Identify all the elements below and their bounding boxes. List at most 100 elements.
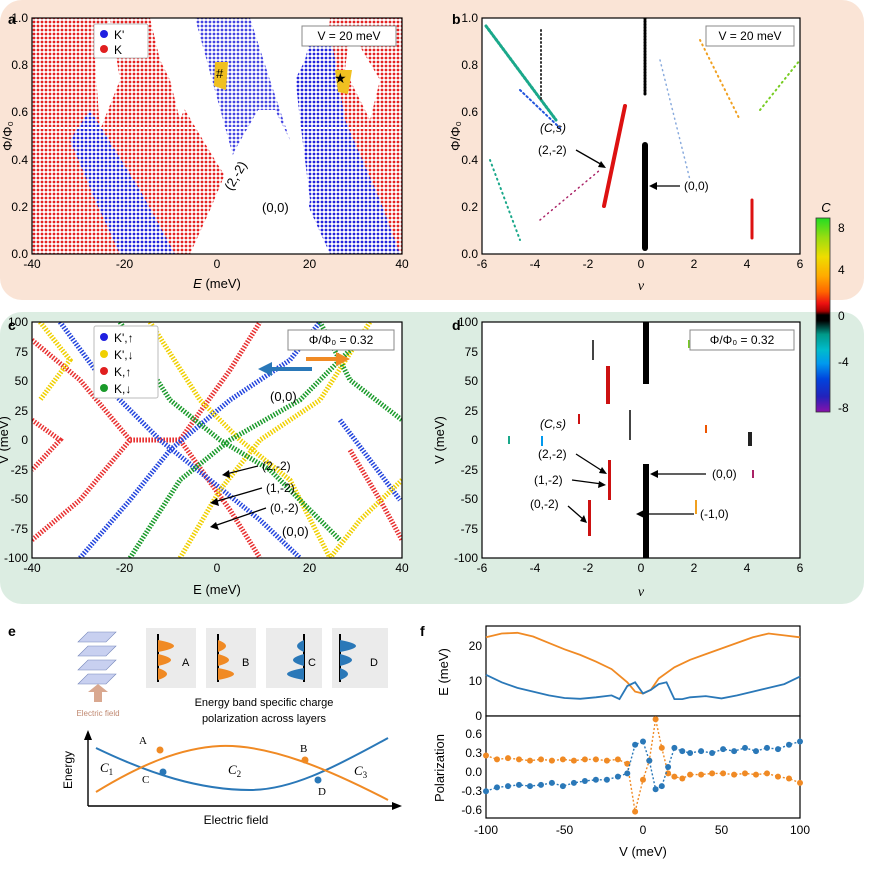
polarization-point: [665, 770, 672, 777]
panel-b-line-lightblue: [659, 59, 691, 181]
panel-d: d Φ/Φ₀ = 0.32 (C,s) (2,-2) (1,-2) (0,-2): [432, 315, 804, 600]
panel-d-arrowhead-0-2: [580, 515, 587, 523]
panel-b-inset-text: V = 20 meV: [718, 29, 781, 43]
panel-c-ytick-2: 50: [15, 374, 29, 388]
panel-c-orange-arrowhead: [336, 352, 350, 366]
panel-b-ytick-1: 0.2: [461, 200, 478, 214]
panel-d-inset-box: [689, 329, 795, 351]
polarization-point: [709, 750, 716, 756]
panel-c-xlabel: E (meV): [193, 582, 241, 597]
panel-a-legend-k: K: [114, 43, 122, 57]
panel-b-label-0-0: (0,0): [684, 179, 709, 193]
polarization-point: [646, 757, 653, 764]
polarization-point: [548, 757, 555, 764]
panel-a-yticks: 0.0 0.2 0.4 0.6 0.8 1.0: [11, 11, 28, 261]
panel-d-black-bar-top: [643, 322, 649, 384]
panel-b-xtick-0: -6: [477, 257, 488, 271]
panel-b-arrowhead-2-2: [598, 161, 606, 168]
panel-b-arrow-2-2: [575, 149, 605, 167]
panel-f-xtick-1: -50: [556, 823, 574, 837]
panel-b-line-blue: [519, 89, 561, 129]
panel-d-xtick-5: 4: [744, 561, 751, 575]
panel-d-dot-orangered: [705, 425, 707, 433]
panel-a-ytick-3: 0.6: [11, 105, 28, 119]
point-a: [156, 746, 164, 754]
panel-b-wannier-lines: [484, 18, 800, 251]
panel-f-top-frame: [485, 625, 801, 717]
panel-c-xtick-1: -20: [116, 561, 134, 575]
panel-c-band-yellow-3: [38, 322, 74, 402]
panel-c-band-yellow-4: [328, 478, 402, 558]
panel-d-arrows: [567, 453, 706, 521]
panel-c-label-2-2: (2,-2): [262, 459, 291, 473]
panel-a-legend-marker-kprime: [100, 30, 108, 38]
polarization-point: [658, 783, 665, 790]
panel-d-label-2-2: (2,-2): [538, 447, 567, 461]
colorbar-ticks: 8 4 0 -4 -8: [838, 221, 849, 415]
panel-d-label-cs: (C,s): [540, 417, 566, 431]
panel-a-xlabel: E (meV): [193, 276, 241, 291]
panel-a-xticks: -40 -20 0 20 40: [23, 257, 409, 271]
polarization-point: [709, 770, 716, 777]
panel-a-xtick-1: -20: [116, 257, 134, 271]
panel-d-ylabel: V (meV): [432, 416, 447, 464]
panel-b-ylabel: Φ/Φ₀: [448, 121, 463, 151]
panel-a-legend-marker-k: [100, 45, 108, 53]
polarization-point: [527, 783, 533, 790]
polarization-point: [640, 776, 646, 783]
panel-c-arrow-1-2: [213, 487, 263, 503]
panel-f-top-ytick-1: 10: [469, 674, 483, 688]
diagram-label-b: B: [300, 743, 307, 755]
panel-d-xtick-6: 6: [797, 561, 804, 575]
panel-d-red-streak-3: [588, 500, 591, 536]
panel-d-ytick-1: 75: [465, 345, 479, 359]
polarization-point: [720, 746, 727, 753]
panel-b-ytick-5: 1.0: [461, 11, 478, 25]
polarization-point: [753, 748, 759, 755]
panel-f-top-yticks: 20 10 0: [469, 639, 483, 723]
panel-c-legend-marker-2: [100, 367, 108, 375]
panel-d-arrowhead-neg1-0: [636, 510, 644, 518]
panel-c-frame: [31, 321, 403, 559]
panel-b-ytick-4: 0.8: [461, 58, 478, 72]
panel-a-letter: a: [8, 11, 16, 27]
polarization-point: [570, 757, 577, 764]
panel-c-arrow-2-2: [225, 465, 259, 475]
panel-c-legend-marker-3: [100, 384, 108, 392]
polarization-point: [698, 771, 705, 778]
band-label-c: C: [308, 657, 316, 669]
panel-b-letter: b: [452, 11, 461, 27]
panel-c-label-1-2: (1,-2): [266, 481, 295, 495]
colorbar-tick-2: 0: [838, 309, 845, 323]
panel-c-band-green-1: [117, 322, 342, 542]
colorbar-tick-0: 8: [838, 221, 845, 235]
panel-c-legend-1: K',↓: [114, 348, 134, 362]
panel-a-ylabel: Φ/Φ₀: [0, 121, 15, 151]
panel-b-line-magenta: [539, 169, 601, 221]
panel-f-top-ytick-0: 20: [469, 639, 483, 653]
polarization-point: [731, 771, 738, 778]
panel-a-white-streak-2: [165, 18, 200, 120]
panel-b-ytick-0: 0.0: [461, 247, 478, 261]
panel-f-bottom-ytick-1: 0.3: [465, 746, 482, 760]
polarization-point: [614, 756, 621, 763]
panel-d-ytick-6: -50: [461, 492, 479, 506]
panel-c-yticks: 100 75 50 25 0 -25 -50 -75 -100: [4, 315, 28, 565]
polarization-point: [538, 756, 544, 763]
panel-c-ytick-1: 75: [15, 345, 29, 359]
panel-d-dot-teal: [508, 436, 510, 444]
panel-b-plot-area: [482, 18, 800, 254]
polarization-point: [581, 756, 588, 763]
panel-f-bottom-yticks: 0.6 0.3 0.0 -0.3 -0.6: [461, 727, 482, 817]
panel-a-blue-region-right: [290, 30, 400, 254]
polarization-point: [720, 770, 727, 777]
panel-d-yticks: 100 75 50 25 0 -25 -50 -75 -100: [454, 315, 478, 565]
panel-d-dot-orange: [695, 500, 697, 514]
panel-b-line-teal-2: [489, 159, 521, 241]
panel-d-plot-area: [482, 322, 800, 558]
panel-f-bottom-ytick-3: -0.3: [461, 784, 482, 798]
panel-d-ytick-4: 0: [471, 433, 478, 447]
panel-a-label-0-0: (0,0): [262, 200, 289, 215]
layer-stack-icon: [77, 631, 117, 685]
polarization-point: [548, 779, 555, 786]
